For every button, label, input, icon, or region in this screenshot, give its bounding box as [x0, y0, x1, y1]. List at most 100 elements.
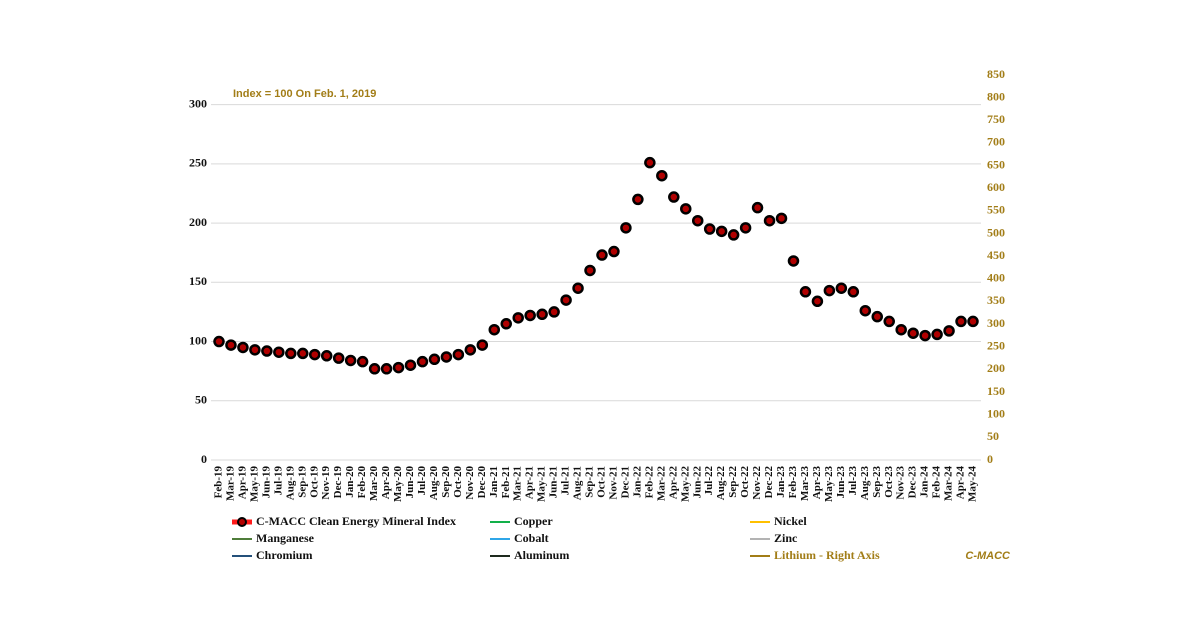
x-tick-label: Nov-23 [895, 466, 907, 500]
data-point [835, 282, 848, 294]
data-point [727, 229, 740, 241]
x-tick-label: Nov-21 [607, 466, 619, 500]
x-tick-label: May-22 [679, 466, 691, 503]
x-tick-label: Jan-22 [631, 466, 643, 498]
x-tick-label: Apr-19 [236, 466, 248, 500]
x-tick-label: Jan-21 [488, 466, 500, 498]
x-tick-label: Mar-22 [655, 466, 667, 502]
x-tick-label: Jun-23 [835, 466, 847, 499]
data-point [955, 315, 967, 328]
x-tick-label: Feb-19 [213, 466, 225, 499]
data-point [608, 245, 620, 258]
x-tick-label: Mar-20 [368, 466, 380, 502]
x-tick-label: May-20 [392, 466, 404, 503]
x-tick-label: Sep-22 [727, 466, 739, 498]
x-tick-label: Aug-19 [284, 466, 296, 501]
x-tick-label: Aug-22 [715, 466, 727, 501]
data-point [500, 318, 512, 330]
data-point [943, 325, 955, 337]
data-point [584, 264, 596, 277]
data-point [907, 327, 919, 339]
y2-tick-label: 300 [987, 316, 1005, 330]
x-tick-label: Jul-20 [416, 466, 428, 496]
y2-tick-label: 800 [987, 89, 1005, 103]
y-tick-label: 250 [189, 156, 207, 170]
data-point [225, 339, 237, 351]
data-point [261, 345, 273, 357]
data-point [656, 169, 668, 182]
x-tick-label: May-19 [248, 466, 260, 503]
data-point [344, 354, 357, 367]
data-point [847, 286, 860, 298]
data-point [237, 341, 249, 354]
x-tick-label: Aug-23 [859, 466, 871, 501]
x-tick-label: Apr-23 [811, 466, 823, 500]
data-point [320, 350, 333, 362]
data-point [703, 223, 716, 235]
data-point [404, 359, 417, 371]
x-tick-label: Feb-23 [787, 466, 799, 499]
y2-tick-label: 250 [987, 339, 1005, 353]
data-point [596, 249, 608, 261]
data-point [428, 353, 441, 366]
data-point [464, 344, 477, 356]
x-tick-label: Feb-21 [500, 466, 512, 498]
data-point [691, 214, 704, 227]
data-point [512, 312, 524, 324]
y-tick-label: 150 [189, 274, 207, 288]
x-tick-label: Jun-22 [691, 466, 703, 499]
data-point [883, 315, 895, 328]
data-point [739, 222, 752, 234]
data-point [452, 348, 465, 361]
x-tick-label: Jun-19 [260, 466, 272, 499]
data-point [644, 156, 656, 169]
x-tick-label: Apr-22 [667, 466, 679, 500]
y2-tick-label: 500 [987, 225, 1005, 239]
source-label: C-MACC [965, 550, 1011, 562]
x-tick-label: Feb-24 [931, 466, 943, 499]
x-tick-label: Jul-19 [272, 466, 284, 496]
x-tick-label: Jun-21 [548, 466, 560, 498]
x-tick-label: Nov-20 [464, 466, 476, 500]
legend-label: Zinc [774, 531, 798, 545]
data-point [440, 351, 453, 363]
y2-tick-label: 600 [987, 180, 1005, 194]
data-point [249, 344, 261, 356]
data-point [416, 355, 429, 368]
x-tick-label: Nov-22 [751, 466, 763, 500]
x-tick-label: Mar-23 [799, 466, 811, 502]
y2-tick-label: 350 [987, 293, 1005, 307]
legend-label: C-MACC Clean Energy Mineral Index [256, 514, 456, 528]
x-tick-label: Jan-20 [344, 466, 356, 498]
y-tick-label: 50 [195, 393, 207, 407]
x-tick-label: Sep-20 [440, 466, 452, 498]
y2-tick-label: 0 [987, 452, 993, 466]
y2-tick-label: 200 [987, 361, 1005, 375]
x-tick-label: Oct-19 [308, 466, 320, 498]
y-tick-label: 200 [189, 215, 207, 229]
y2-tick-label: 550 [987, 203, 1005, 217]
x-tick-label: Jul-23 [847, 466, 859, 496]
x-tick-label: Dec-22 [763, 466, 775, 499]
y2-tick-label: 700 [987, 135, 1005, 149]
data-point [488, 323, 501, 336]
x-tick-label: Dec-21 [619, 466, 631, 498]
data-point [823, 284, 836, 297]
data-point [871, 310, 884, 323]
data-point [715, 225, 728, 238]
x-tick-label: Jan-23 [775, 466, 787, 498]
x-tick-label: Jul-21 [560, 466, 572, 495]
annotation: Index = 100 On Feb. 1, 2019 [233, 88, 376, 100]
legend-label: Chromium [256, 548, 312, 562]
data-point [787, 255, 800, 267]
data-point [668, 191, 680, 203]
x-tick-label: Apr-21 [524, 466, 536, 499]
x-tick-label: Jan-24 [919, 466, 931, 498]
data-point [332, 352, 345, 364]
data-point [548, 306, 560, 318]
data-point [811, 295, 824, 308]
x-tick-label: May-21 [536, 466, 548, 502]
data-point [632, 193, 644, 206]
x-tick-label: Apr-20 [380, 466, 392, 500]
legend-label: Manganese [256, 531, 315, 545]
